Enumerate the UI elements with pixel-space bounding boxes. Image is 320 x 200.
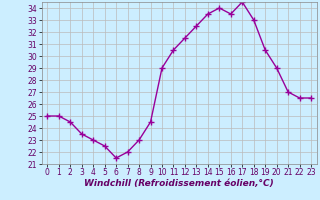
X-axis label: Windchill (Refroidissement éolien,°C): Windchill (Refroidissement éolien,°C) (84, 179, 274, 188)
